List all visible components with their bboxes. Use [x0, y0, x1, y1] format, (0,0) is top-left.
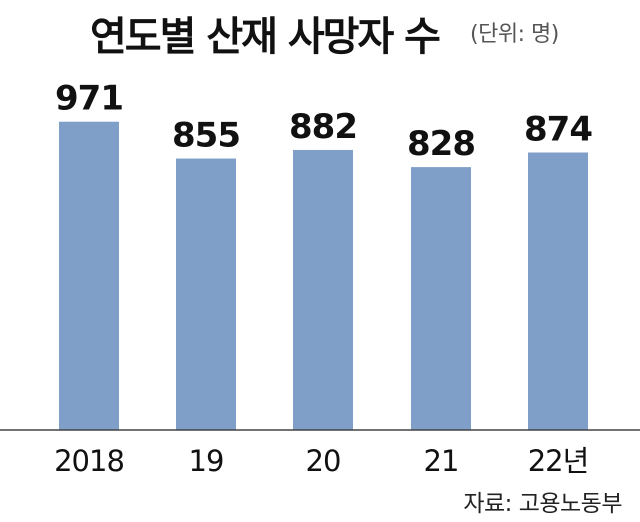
value-label-21: 828 — [407, 124, 475, 164]
bar-20 — [293, 149, 353, 430]
x-tick-label-21: 21 — [424, 444, 459, 478]
value-label-22년: 874 — [524, 110, 592, 150]
source-note: 자료: 고용노동부 — [463, 491, 622, 517]
x-tick-label-20: 20 — [306, 444, 341, 478]
bar-2018 — [59, 121, 119, 431]
x-tick-label-2018: 2018 — [54, 444, 124, 478]
x-tick-label-group: 2018 19 20 21 22년 — [54, 444, 589, 478]
x-tick-label-22년: 22년 — [528, 444, 589, 478]
value-label-19: 855 — [172, 116, 240, 156]
value-label-group: 971 855 882 828 874 — [55, 79, 593, 164]
bar-21 — [411, 167, 471, 431]
unit-note: (단위: 명) — [470, 22, 559, 47]
bar-22년 — [528, 152, 588, 430]
bar-19 — [176, 158, 236, 430]
value-label-2018: 971 — [55, 79, 123, 119]
value-label-20: 882 — [289, 107, 357, 147]
bar-group — [59, 121, 588, 431]
x-tick-label-19: 19 — [189, 444, 224, 478]
chart-title: 연도별 산재 사망자 수 — [90, 14, 441, 60]
